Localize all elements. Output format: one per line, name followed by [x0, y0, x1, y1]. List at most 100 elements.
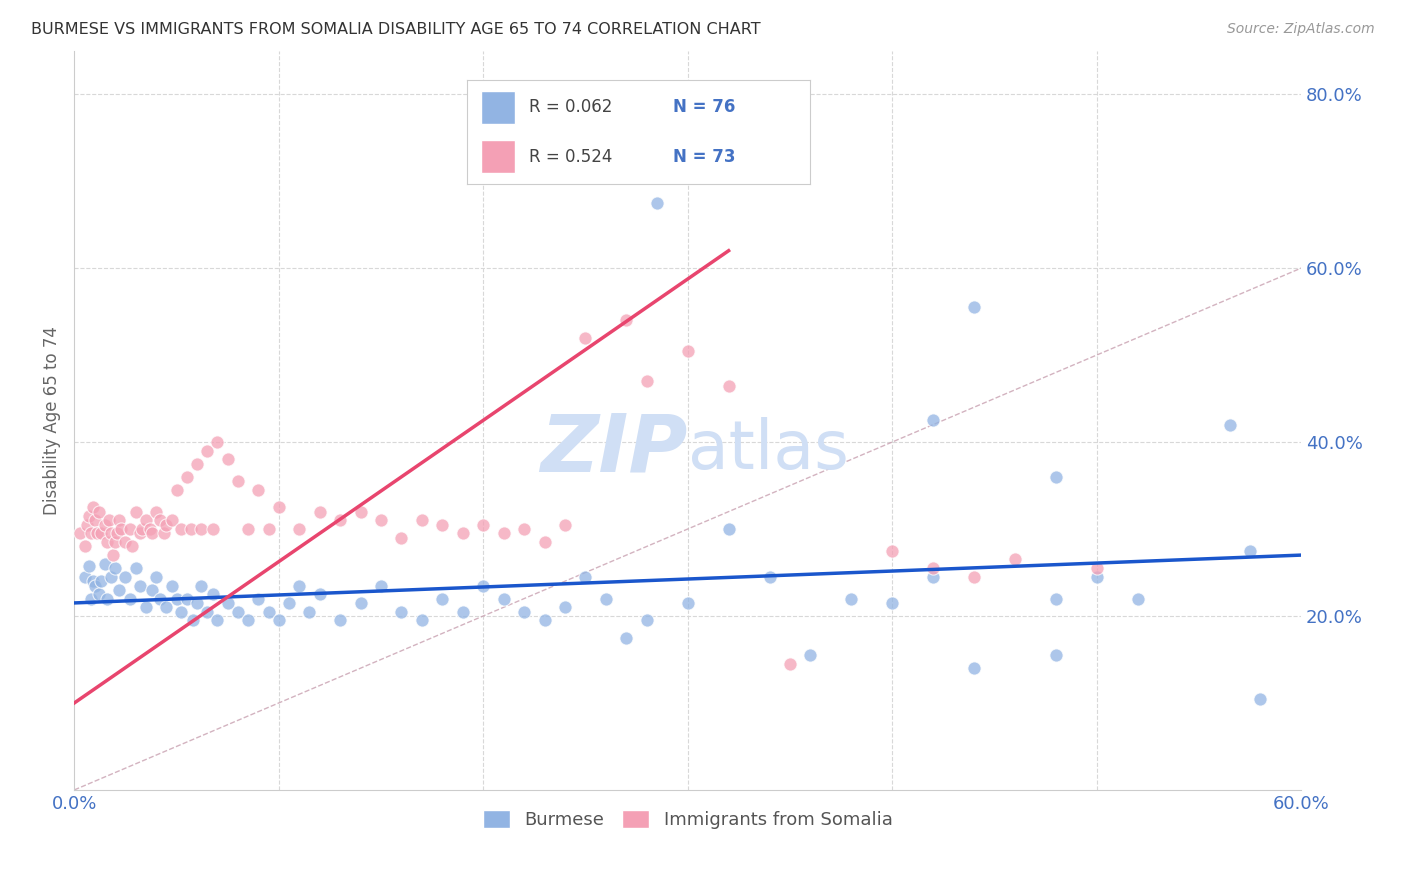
Point	[758, 570, 780, 584]
Point	[100, 570, 122, 584]
Point	[432, 517, 454, 532]
Point	[922, 561, 945, 575]
Point	[370, 513, 392, 527]
Point	[236, 613, 259, 627]
Point	[247, 591, 270, 606]
Point	[963, 570, 986, 584]
Point	[432, 591, 454, 606]
Point	[574, 331, 596, 345]
Point	[202, 522, 225, 536]
Point	[149, 591, 172, 606]
Point	[882, 596, 904, 610]
Point	[574, 570, 596, 584]
Point	[207, 613, 229, 627]
Point	[554, 600, 576, 615]
Point	[153, 526, 176, 541]
Point	[149, 513, 172, 527]
Point	[370, 578, 392, 592]
Point	[69, 526, 91, 541]
Point	[472, 517, 495, 532]
Point	[288, 522, 311, 536]
Point	[114, 570, 136, 584]
Point	[90, 526, 112, 541]
Point	[513, 522, 536, 536]
Text: BURMESE VS IMMIGRANTS FROM SOMALIA DISABILITY AGE 65 TO 74 CORRELATION CHART: BURMESE VS IMMIGRANTS FROM SOMALIA DISAB…	[31, 22, 761, 37]
Point	[82, 500, 104, 515]
Point	[226, 605, 249, 619]
Point	[105, 526, 128, 541]
Point	[87, 505, 110, 519]
Point	[73, 570, 96, 584]
Point	[190, 522, 212, 536]
Point	[128, 526, 150, 541]
Point	[176, 591, 198, 606]
Point	[1126, 591, 1149, 606]
Point	[104, 535, 127, 549]
Point	[162, 578, 184, 592]
Point	[247, 483, 270, 497]
Point	[267, 500, 290, 515]
Point	[98, 513, 121, 527]
Point	[118, 591, 141, 606]
Point	[155, 600, 177, 615]
Point	[202, 587, 225, 601]
Point	[411, 513, 433, 527]
Point	[1249, 691, 1271, 706]
Point	[86, 526, 108, 541]
Point	[166, 591, 188, 606]
Point	[236, 522, 259, 536]
Point	[77, 558, 100, 573]
Point	[94, 557, 117, 571]
Y-axis label: Disability Age 65 to 74: Disability Age 65 to 74	[44, 326, 60, 515]
Point	[492, 591, 515, 606]
Point	[391, 605, 413, 619]
Point	[155, 517, 177, 532]
Point	[135, 513, 157, 527]
Point	[139, 522, 162, 536]
Point	[226, 474, 249, 488]
Point	[533, 613, 555, 627]
Point	[257, 522, 280, 536]
Point	[257, 605, 280, 619]
Point	[124, 561, 146, 575]
Point	[616, 313, 638, 327]
Point	[96, 591, 118, 606]
Point	[1085, 570, 1108, 584]
Point	[145, 570, 167, 584]
Point	[267, 613, 290, 627]
Point	[636, 613, 658, 627]
Point	[391, 531, 413, 545]
Point	[108, 513, 131, 527]
Point	[217, 452, 239, 467]
Point	[190, 578, 212, 592]
Point	[135, 600, 157, 615]
Point	[963, 661, 986, 675]
Point	[207, 435, 229, 450]
Point	[922, 570, 945, 584]
Point	[492, 526, 515, 541]
Point	[104, 561, 127, 575]
Text: atlas: atlas	[688, 417, 849, 483]
Point	[839, 591, 862, 606]
Point	[533, 535, 555, 549]
Point	[308, 587, 330, 601]
Point	[83, 513, 105, 527]
Point	[1045, 648, 1067, 662]
Point	[411, 613, 433, 627]
Point	[90, 574, 112, 589]
Point	[195, 605, 218, 619]
Point	[169, 522, 191, 536]
Point	[128, 578, 150, 592]
Point	[186, 457, 208, 471]
Point	[1045, 470, 1067, 484]
Point	[77, 508, 100, 523]
Point	[554, 517, 576, 532]
Point	[186, 596, 208, 610]
Point	[676, 596, 699, 610]
Point	[298, 605, 321, 619]
Point	[717, 522, 740, 536]
Point	[131, 522, 153, 536]
Text: Source: ZipAtlas.com: Source: ZipAtlas.com	[1227, 22, 1375, 37]
Legend: Burmese, Immigrants from Somalia: Burmese, Immigrants from Somalia	[475, 803, 900, 837]
Point	[141, 582, 163, 597]
